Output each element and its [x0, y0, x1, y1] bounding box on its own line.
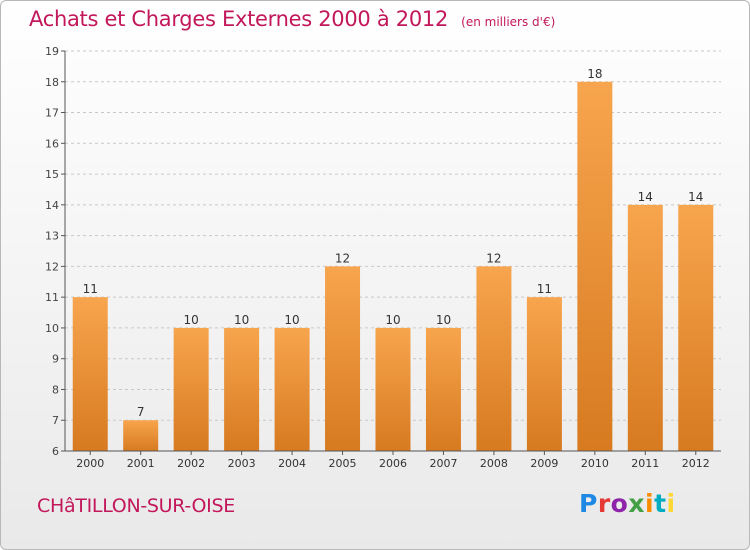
bar — [224, 327, 260, 451]
bar-value-label: 10 — [234, 313, 249, 327]
bar-value-label: 12 — [335, 251, 350, 265]
bar — [274, 327, 310, 451]
commune-name: CHâTILLON-SUR-OISE — [37, 495, 235, 517]
y-tick-label: 19 — [45, 45, 59, 58]
labels: 6 7 8 9 10 11 12 13 14 15 16 17 18 19 11 2000 7 2001 10 200… — [45, 45, 710, 470]
x-tick-label: 2007 — [429, 457, 457, 470]
bar — [476, 266, 512, 451]
bar — [72, 297, 108, 451]
bar-value-label: 10 — [284, 313, 299, 327]
logo-letter: i — [645, 489, 655, 518]
x-tick-label: 2003 — [228, 457, 256, 470]
y-tick-label: 17 — [45, 107, 59, 120]
bar-value-label: 11 — [537, 282, 552, 296]
bar-value-label: 14 — [638, 190, 653, 204]
y-tick-label: 12 — [45, 260, 59, 273]
x-tick-label: 2000 — [76, 457, 104, 470]
logo-letter: x — [628, 489, 645, 518]
logo-letter: t — [654, 489, 667, 518]
chart-title: Achats et Charges Externes 2000 à 2012 — [29, 7, 449, 31]
bar — [678, 204, 714, 451]
chart-subtitle: (en milliers d'€) — [461, 15, 556, 29]
x-tick-label: 2011 — [631, 457, 659, 470]
logo-letter: P — [579, 489, 598, 518]
logo-letter: r — [597, 489, 611, 518]
bar-value-label: 10 — [436, 313, 451, 327]
bar-value-label: 14 — [688, 190, 703, 204]
y-tick-label: 10 — [45, 322, 59, 335]
bar-value-label: 10 — [385, 313, 400, 327]
y-tick-label: 18 — [45, 76, 59, 89]
bar — [627, 204, 663, 451]
x-tick-label: 2012 — [682, 457, 710, 470]
y-tick-label: 11 — [45, 291, 59, 304]
y-tick-label: 13 — [45, 230, 59, 243]
x-tick-label: 2008 — [480, 457, 508, 470]
x-tick-label: 2002 — [177, 457, 205, 470]
proxiti-logo: Proxiti — [579, 489, 676, 518]
bar — [325, 266, 361, 451]
title-row: Achats et Charges Externes 2000 à 2012 (… — [29, 7, 555, 31]
y-tick-label: 14 — [45, 199, 59, 212]
bar — [375, 327, 411, 451]
logo-letter: o — [610, 489, 629, 518]
y-tick-label: 16 — [45, 137, 59, 150]
x-tick-label: 2004 — [278, 457, 306, 470]
bar — [425, 327, 461, 451]
y-tick-label: 15 — [45, 168, 59, 181]
x-tick-label: 2001 — [127, 457, 155, 470]
x-tick-label: 2010 — [581, 457, 609, 470]
bar — [123, 420, 159, 451]
x-tick-label: 2009 — [530, 457, 558, 470]
logo-letter: i — [666, 489, 676, 518]
y-tick-label: 8 — [52, 383, 59, 396]
bars — [72, 81, 714, 452]
bar-value-label: 12 — [486, 251, 501, 265]
bar-value-label: 11 — [83, 282, 98, 296]
y-tick-label: 6 — [52, 445, 59, 458]
x-tick-label: 2006 — [379, 457, 407, 470]
bar-value-label: 10 — [184, 313, 199, 327]
y-tick-label: 7 — [52, 414, 59, 427]
x-tick-label: 2005 — [329, 457, 357, 470]
bar — [173, 327, 209, 451]
bar — [577, 81, 613, 452]
y-tick-label: 9 — [52, 353, 59, 366]
bar-value-label: 18 — [587, 67, 602, 81]
bar-value-label: 7 — [137, 405, 145, 419]
bar — [526, 297, 562, 451]
axes — [61, 50, 721, 455]
